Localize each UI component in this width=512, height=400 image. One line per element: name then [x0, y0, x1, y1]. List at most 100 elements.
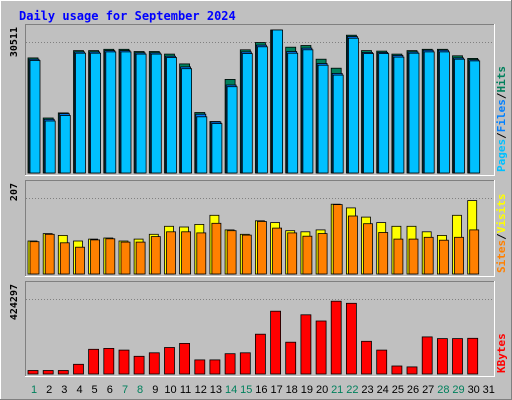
- y-axis-label-separator: /: [495, 233, 508, 240]
- y-tick-label: 207: [9, 183, 20, 201]
- bar-pages-day-15: [241, 53, 253, 174]
- bar-pages-day-20: [317, 64, 329, 174]
- bar-kbytes-day-14: [224, 353, 236, 375]
- x-axis-day-labels: 1 2 3 4 5 6 7 8 9 10 11 12 13 14 15 16 17 18 19 20 21 22 23 24 2…: [31, 384, 495, 396]
- x-tick-label-day-27: 27: [422, 384, 434, 396]
- bar-kbytes-day-12: [194, 359, 206, 375]
- bar-kbytes-day-16: [254, 333, 266, 375]
- bar-sites-day-16: [256, 221, 267, 275]
- bar-pages-day-8: [135, 53, 147, 174]
- x-tick-label-day-9: 9: [152, 384, 158, 396]
- bar-kbytes-day-23: [361, 340, 372, 375]
- bar-sites-day-2: [44, 233, 55, 275]
- bar-sites-day-26: [408, 238, 419, 275]
- bar-pages-day-25: [393, 56, 405, 174]
- x-tick-label-day-26: 26: [407, 384, 419, 396]
- x-tick-label-day-18: 18: [286, 384, 298, 396]
- bar-pages-day-17: [272, 29, 284, 174]
- bar-pages-day-11: [181, 68, 193, 174]
- y-tick-label: 424297: [9, 284, 20, 320]
- bar-sites-day-5: [90, 239, 100, 275]
- bar-kbytes-day-17: [270, 310, 282, 375]
- bar-sites-day-15: [241, 234, 252, 275]
- y-axis-label-separator: /: [495, 92, 508, 99]
- bar-sites-day-22: [347, 215, 358, 275]
- bar-kbytes-day-28: [436, 338, 448, 375]
- x-tick-label-day-29: 29: [452, 384, 464, 396]
- bar-pages-day-22: [347, 37, 359, 174]
- chart-panels: 30511Pages/Files/Hits207Sites/Visits4242…: [9, 24, 508, 377]
- bar-sites-day-6: [105, 238, 116, 275]
- bar-pages-day-19: [302, 49, 314, 174]
- bar-pages-day-29: [454, 58, 465, 174]
- x-tick-label-day-30: 30: [468, 384, 480, 396]
- bar-pages-day-30: [469, 60, 481, 174]
- bar-sites-day-11: [181, 231, 192, 275]
- panel-visits-sites: 207 Sites/Visits: [9, 180, 508, 277]
- bar-sites-day-12: [196, 232, 207, 275]
- bar-kbytes-day-18: [285, 341, 297, 375]
- x-tick-label-day-20: 20: [316, 384, 328, 396]
- x-tick-label-day-17: 17: [270, 384, 282, 396]
- bar-sites-day-3: [59, 242, 70, 275]
- bar-pages-day-28: [438, 51, 450, 174]
- bar-pages-day-6: [105, 51, 117, 174]
- bar-kbytes-day-5: [88, 348, 99, 375]
- bar-kbytes-day-22: [345, 302, 357, 375]
- bar-kbytes-day-29: [452, 338, 463, 375]
- bar-kbytes-day-1: [27, 370, 39, 375]
- bar-pages-day-1: [29, 60, 41, 174]
- x-tick-label-day-6: 6: [107, 384, 113, 396]
- bar-kbytes-day-30: [467, 337, 479, 375]
- x-tick-label-day-24: 24: [377, 384, 389, 396]
- y-axis-label-separator: /: [495, 132, 508, 139]
- bar-kbytes-day-2: [42, 370, 54, 375]
- bar-pages-day-2: [44, 120, 56, 174]
- x-tick-label-day-1: 1: [31, 384, 37, 396]
- bar-pages-day-5: [90, 52, 101, 174]
- bar-sites-day-29: [454, 236, 464, 275]
- bar-pages-day-18: [287, 52, 299, 174]
- bar-sites-day-4: [75, 246, 85, 275]
- bar-sites-day-23: [363, 223, 373, 275]
- bar-kbytes-day-10: [164, 347, 175, 375]
- x-tick-label-day-8: 8: [137, 384, 143, 396]
- bar-sites-day-30: [469, 229, 480, 275]
- x-tick-label-day-11: 11: [180, 384, 191, 396]
- y-tick-label: 30511: [9, 27, 20, 57]
- bar-pages-day-9: [150, 53, 162, 174]
- bar-pages-day-14: [226, 86, 238, 174]
- bar-kbytes-day-3: [57, 370, 69, 375]
- x-tick-label-day-28: 28: [437, 384, 449, 396]
- bar-kbytes-day-11: [179, 342, 191, 375]
- y-axis-label-part: KBytes: [495, 333, 508, 373]
- y-axis-label-hits-files-pages: Pages/Files/Hits: [495, 66, 508, 172]
- bar-pages-day-21: [332, 74, 344, 174]
- bar-sites-day-27: [423, 236, 434, 275]
- bar-pages-day-24: [378, 53, 390, 174]
- x-tick-label-day-5: 5: [92, 384, 98, 396]
- bar-pages-day-16: [256, 46, 268, 174]
- bar-pages-day-23: [363, 53, 374, 174]
- bar-sites-day-28: [438, 239, 449, 275]
- y-axis-label-part: Sites: [495, 240, 508, 273]
- x-tick-label-day-10: 10: [164, 384, 176, 396]
- bar-pages-day-7: [120, 51, 132, 174]
- bar-pages-day-13: [211, 123, 223, 174]
- bar-pages-day-26: [408, 52, 420, 174]
- bar-pages-day-27: [423, 51, 435, 174]
- panel-kbytes: 424297 KBytes: [9, 281, 508, 377]
- x-tick-label-day-7: 7: [122, 384, 128, 396]
- x-tick-label-day-12: 12: [195, 384, 207, 396]
- x-tick-label-day-14: 14: [225, 384, 237, 396]
- x-tick-label-day-22: 22: [346, 384, 358, 396]
- bar-kbytes-day-6: [103, 347, 115, 375]
- bar-kbytes-day-24: [376, 349, 388, 375]
- bar-sites-day-19: [302, 235, 313, 275]
- x-tick-label-day-31: 31: [483, 384, 495, 396]
- y-axis-label-part: Pages: [495, 139, 508, 172]
- bar-pages-day-10: [166, 57, 177, 174]
- y-axis-label-part: Visits: [495, 194, 508, 234]
- bar-pages-day-12: [196, 116, 208, 174]
